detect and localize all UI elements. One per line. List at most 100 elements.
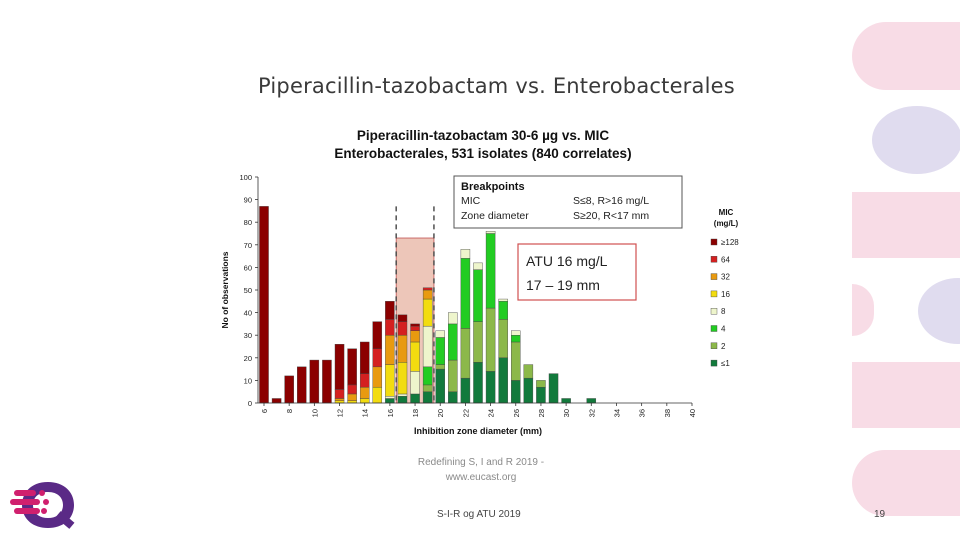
bar-segment-24-4 [485,231,496,234]
bar-segment-21-4 [448,312,458,325]
bar-segment-28-7 [536,386,546,404]
bar-segment-18-1 [410,325,420,331]
x-tick-label-30: 30 [562,409,571,417]
bar-segment-13-1 [347,384,357,395]
caption-line2: www.eucast.org [445,472,517,483]
bar-segment-8-0 [284,375,294,404]
x-tick-label-22: 22 [461,409,470,417]
breakpoints-mic-value: S≤8, R>16 mg/L [573,195,649,207]
y-tick-label-10: 10 [244,376,252,385]
bar-segment-16-1 [385,319,395,336]
x-tick-label-34: 34 [612,409,621,417]
bar-segment-19-6 [422,384,433,392]
bar-segment-17-7 [397,396,408,404]
legend-label-5: 4 [721,325,726,334]
x-tick-label-8: 8 [285,409,294,413]
bar-segment-19-4 [422,325,433,368]
y-axis-label: No of observations [220,251,230,328]
bar-segment-23-4 [473,262,483,270]
decor-pink-pill-bottom [852,450,960,516]
bar-segment-15-1 [372,348,383,368]
breakpoints-mic-label: MIC [461,195,481,207]
slide-title: Piperacillin-tazobactam vs. Enterobacter… [258,74,735,98]
y-tick-label-80: 80 [244,218,252,227]
bar-segment-17-3 [397,362,408,395]
bar-segment-15-2 [372,366,383,388]
legend-label-4: 8 [721,307,726,316]
legend-label-1: 64 [721,255,730,264]
bar-segment-25-5 [498,301,508,320]
y-tick-label-30: 30 [244,331,252,340]
bar-segment-19-7 [422,391,433,404]
bar-segment-27-7 [523,377,534,404]
bar-segment-12-1 [334,389,345,399]
bar-segment-16-4 [385,396,395,399]
breakpoints-title: Breakpoints [461,181,525,193]
bar-segment-22-7 [460,377,471,404]
bar-segment-26-4 [511,330,521,336]
x-tick-label-14: 14 [361,409,370,417]
bar-segment-22-4 [460,249,471,259]
bar-segment-13-0 [347,348,357,386]
bar-segment-19-2 [422,289,433,300]
x-tick-label-18: 18 [411,409,420,417]
bar-segment-26-6 [511,341,521,381]
breakpoints-box: Breakpoints MIC S≤8, R>16 mg/L Zone diam… [453,175,683,229]
x-tick-label-12: 12 [336,409,345,417]
bar-segment-17-4 [397,393,408,397]
decor-pink-halfcircle [852,284,874,336]
bar-segment-27-6 [523,364,534,379]
bar-segment-22-5 [460,258,471,329]
x-axis-label: Inhibition zone diameter (mm) [414,426,542,436]
bar-segment-12-2 [334,398,345,401]
x-tick-label-28: 28 [537,409,546,417]
chart-title: Piperacillin-tazobactam 30-6 µg vs. MIC … [258,127,708,163]
bar-segment-15-3 [372,386,383,404]
bar-segment-29-7 [548,373,559,404]
bar-segment-14-0 [359,341,370,374]
decor-pink-block-low [852,362,960,428]
bar-segment-9-0 [297,366,307,404]
bar-segment-30-7 [561,398,571,404]
bar-segment-25-4 [498,298,508,302]
bar-segment-21-5 [448,323,458,361]
bar-segment-21-6 [448,359,458,392]
legend-label-0: ≥128 [721,238,739,247]
bar-segment-19-1 [422,287,433,291]
bar-segment-11-0 [322,359,332,404]
bar-segment-14-1 [359,373,370,388]
bar-segment-15-0 [372,321,383,349]
decor-pink-block-mid [852,192,960,258]
eucast-logo-icon [10,482,75,529]
x-tick-label-10: 10 [310,409,319,417]
bar-segment-23-5 [473,269,483,322]
atu-line2: 17 – 19 mm [526,277,600,293]
bar-segment-18-3 [410,341,420,372]
legend-title-line2: (mg/L) [714,219,739,228]
legend-swatch-6 [710,342,718,349]
breakpoints-box-frame [453,175,683,229]
atu-line1: ATU 16 mg/L [526,253,608,269]
y-tick-label-20: 20 [244,354,252,363]
atu-box: ATU 16 mg/L 17 – 19 mm [517,243,637,301]
atu-box-frame [517,243,637,301]
legend-label-6: 2 [721,342,726,351]
bar-segment-23-7 [473,362,483,404]
bar-segment-18-4 [410,371,420,395]
breakpoint-lines-layer [395,206,435,403]
y-tick-label-100: 100 [239,173,252,182]
bar-segment-23-6 [473,321,483,363]
y-tick-label-40: 40 [244,309,252,318]
bar-segment-18-2 [410,330,420,343]
legend-label-2: 32 [721,273,730,282]
x-tick-label-38: 38 [663,409,672,417]
x-tick-label-32: 32 [587,409,596,417]
y-tick-label-90: 90 [244,196,252,205]
bar-segment-17-1 [397,321,408,336]
caption-line1: Redefining S, I and R 2019 - [417,457,545,468]
breakpoints-zone-value: S≥20, R<17 mm [573,210,649,222]
legend-swatch-7 [710,359,718,367]
bar-segment-20-7 [435,368,445,404]
bar-segment-19-3 [422,298,433,327]
